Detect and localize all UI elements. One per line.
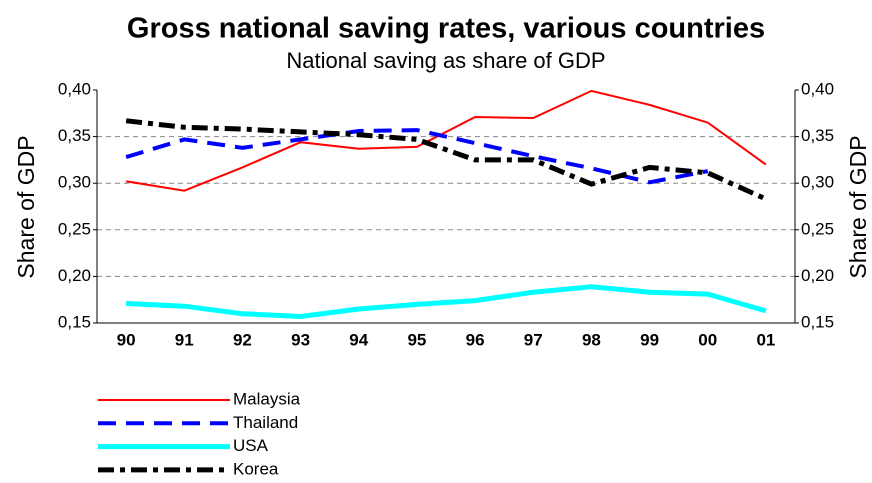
y2-tick-label: 0,35 (801, 126, 834, 145)
x-tick-label: 93 (291, 330, 310, 349)
series-line (125, 89, 767, 192)
x-tick-label: 94 (349, 330, 368, 349)
legend-label: Thailand (233, 413, 298, 432)
x-tick-label: 97 (524, 330, 543, 349)
x-tick-label: 01 (756, 330, 775, 349)
legend-label: Korea (233, 459, 279, 478)
y-axis-label: Share of GDP (13, 135, 39, 278)
y2-tick-label: 0,20 (801, 266, 834, 285)
y2-axis-label: Share of GDP (845, 135, 871, 278)
y2-tick-label: 0,25 (801, 219, 834, 238)
series-line (125, 118, 767, 202)
x-tick-label: 99 (640, 330, 659, 349)
y-tick-label: 0,15 (58, 312, 91, 331)
x-tick-label: 96 (466, 330, 485, 349)
y-tick-label: 0,35 (58, 126, 91, 145)
y-tick-label: 0,20 (58, 266, 91, 285)
y-tick-label: 0,30 (58, 173, 91, 192)
y2-tick-label: 0,30 (801, 173, 834, 192)
x-tick-label: 98 (582, 330, 601, 349)
y2-tick-label: 0,40 (801, 79, 834, 98)
series-line (125, 128, 709, 185)
chart-subtitle: National saving as share of GDP (286, 48, 605, 73)
legend-label: USA (233, 436, 269, 455)
chart-title: Gross national saving rates, various cou… (127, 13, 765, 45)
y-tick-label: 0,25 (58, 219, 91, 238)
x-tick-label: 00 (698, 330, 717, 349)
x-tick-label: 90 (117, 330, 136, 349)
x-tick-label: 95 (407, 330, 426, 349)
legend-label: Malaysia (233, 389, 301, 408)
y-tick-label: 0,40 (58, 79, 91, 98)
x-tick-label: 92 (233, 330, 252, 349)
y2-tick-label: 0,15 (801, 312, 834, 331)
x-tick-label: 91 (175, 330, 194, 349)
series-line (125, 284, 767, 320)
